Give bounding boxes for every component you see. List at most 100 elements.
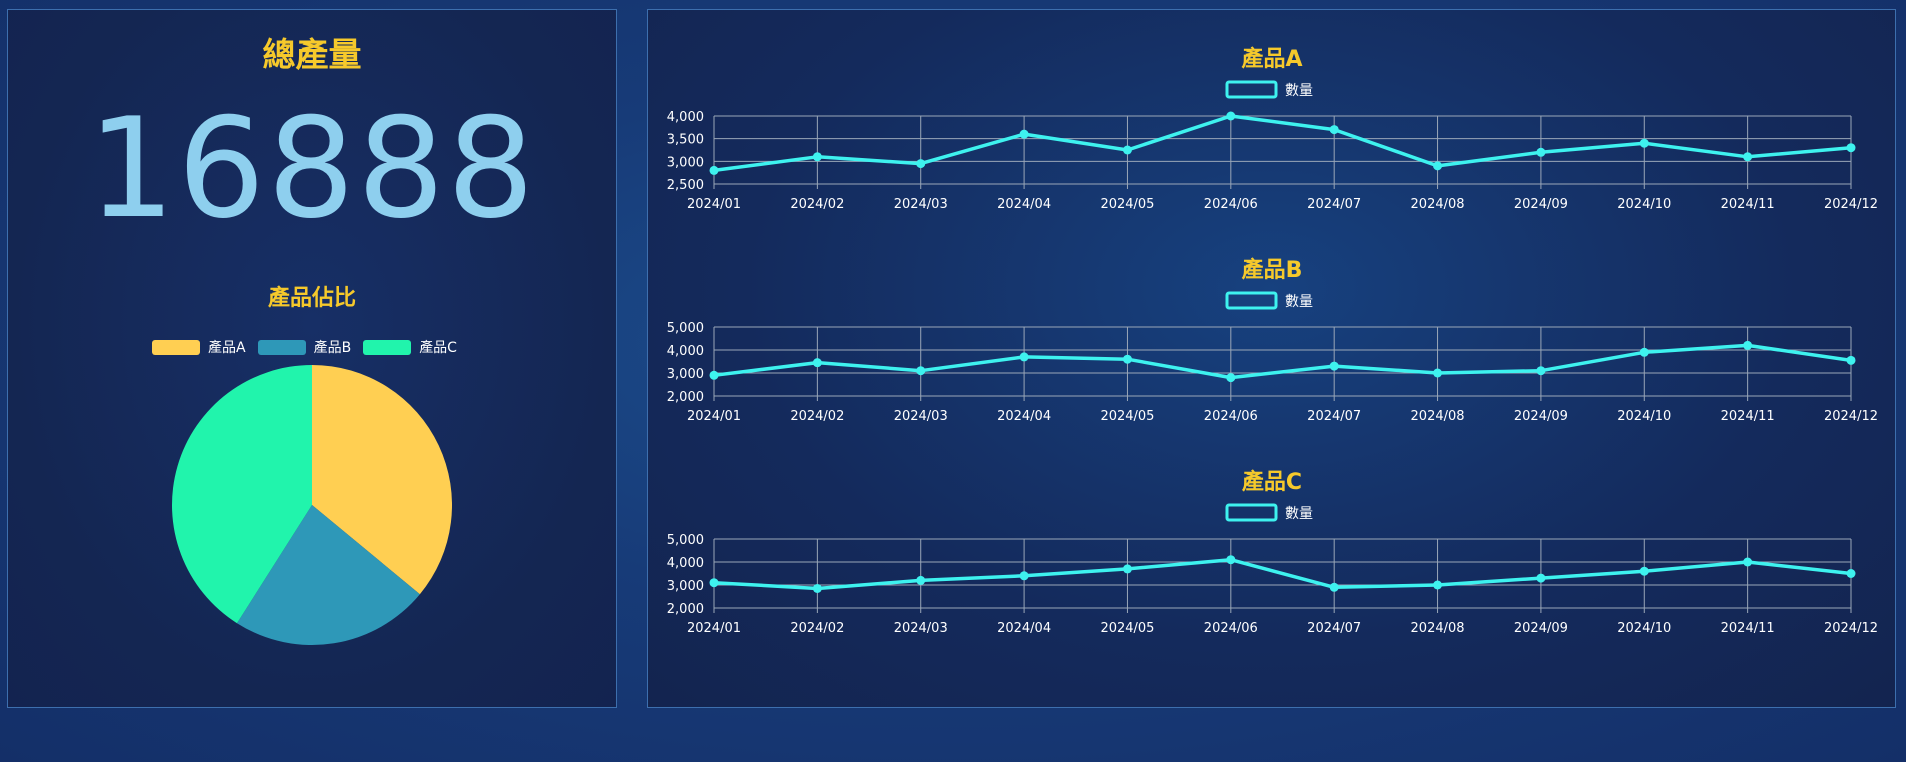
- x-tick-label: 2024/04: [997, 409, 1051, 424]
- legend-swatch: [1225, 291, 1278, 310]
- x-tick-label: 2024/09: [1514, 409, 1568, 424]
- x-tick-label: 2024/11: [1721, 409, 1775, 424]
- data-point: [1226, 555, 1236, 565]
- data-point: [1743, 340, 1753, 350]
- legend-label: 數量: [1285, 83, 1313, 99]
- total-production-value: 16888: [87, 88, 537, 249]
- legend-swatch: [1225, 503, 1278, 522]
- x-tick-label: 2024/12: [1824, 621, 1878, 636]
- y-tick-label: 3,000: [667, 155, 704, 170]
- legend-swatch: [1225, 80, 1278, 99]
- y-tick-label: 4,000: [667, 344, 704, 359]
- line-chart-title: 產品C: [1242, 469, 1302, 495]
- data-point: [1536, 573, 1546, 583]
- x-tick-label: 2024/03: [894, 409, 948, 424]
- line-chart-2: 產品B 數量 2,000 3,000 4,000 5,000 2024/01 2024/02 2…: [667, 257, 1878, 424]
- pie-chart-title: 產品佔比: [267, 286, 356, 311]
- data-point: [1536, 147, 1546, 157]
- data-point: [1639, 347, 1649, 357]
- line-chart-3: 產品C 數量 2,000 3,000 4,000 5,000 2024/01 2024/02 2…: [667, 469, 1878, 636]
- x-tick-label: 2024/02: [790, 621, 844, 636]
- y-tick-label: 5,000: [667, 321, 704, 336]
- data-point: [1743, 557, 1753, 567]
- line-chart-title: 產品A: [1241, 46, 1302, 72]
- data-point: [1226, 373, 1236, 383]
- y-tick-label: 5,000: [667, 533, 704, 548]
- data-point: [1433, 580, 1443, 590]
- legend-swatch-product-b: [257, 339, 306, 355]
- x-tick-label: 2024/03: [894, 621, 948, 636]
- total-production-panel: 總產量 16888 產品佔比 產品A 產品B 產品C: [7, 9, 617, 708]
- x-tick-label: 2024/08: [1411, 197, 1465, 212]
- legend-label-product-a: 產品A: [208, 340, 246, 356]
- legend-label-product-c: 產品C: [419, 340, 457, 356]
- legend-item-product-b[interactable]: 產品B: [257, 337, 352, 357]
- legend-item-product-a[interactable]: 產品A: [152, 337, 246, 357]
- x-tick-label: 2024/10: [1617, 409, 1671, 424]
- y-tick-label: 4,000: [667, 110, 704, 125]
- data-point: [916, 366, 926, 376]
- data-point: [812, 152, 822, 162]
- data-point: [812, 358, 822, 368]
- x-tick-label: 2024/01: [687, 197, 741, 212]
- data-point: [1433, 368, 1443, 378]
- x-tick-label: 2024/05: [1100, 621, 1154, 636]
- data-point: [1019, 352, 1029, 362]
- x-tick-label: 2024/11: [1721, 621, 1775, 636]
- pie-slice-產品B: [236, 505, 420, 645]
- x-tick-label: 2024/07: [1307, 409, 1361, 424]
- x-tick-label: 2024/02: [790, 197, 844, 212]
- x-tick-label: 2024/04: [997, 621, 1051, 636]
- x-tick-label: 2024/06: [1204, 621, 1258, 636]
- legend-item-product-c[interactable]: 產品C: [363, 337, 457, 357]
- data-point: [1226, 111, 1236, 121]
- x-tick-label: 2024/11: [1721, 197, 1775, 212]
- legend-swatch-product-c: [363, 339, 412, 355]
- pie-chart: [171, 365, 453, 645]
- x-tick-label: 2024/01: [687, 409, 741, 424]
- x-tick-label: 2024/05: [1100, 197, 1154, 212]
- data-point: [1743, 152, 1753, 162]
- y-tick-label: 2,500: [667, 178, 704, 193]
- x-tick-label: 2024/04: [997, 197, 1051, 212]
- data-point: [1019, 571, 1029, 581]
- legend-swatch-product-a: [152, 339, 200, 355]
- data-point: [1329, 125, 1339, 135]
- x-tick-label: 2024/10: [1617, 197, 1671, 212]
- data-point: [1122, 145, 1132, 155]
- data-point: [1846, 569, 1856, 578]
- x-tick-label: 2024/02: [790, 409, 844, 424]
- data-point: [709, 578, 719, 588]
- x-tick-label: 2024/03: [894, 197, 948, 212]
- legend-label: 數量: [1285, 506, 1313, 522]
- x-tick-label: 2024/12: [1824, 197, 1878, 212]
- y-tick-label: 2,000: [667, 602, 704, 617]
- legend-label: 數量: [1285, 294, 1313, 310]
- data-point: [1122, 354, 1132, 364]
- pie-slice-產品C: [171, 365, 312, 624]
- data-point: [916, 159, 926, 169]
- data-point: [1329, 582, 1339, 592]
- data-point: [709, 165, 719, 175]
- x-tick-label: 2024/08: [1411, 621, 1465, 636]
- x-tick-label: 2024/06: [1204, 197, 1258, 212]
- x-tick-label: 2024/10: [1617, 621, 1671, 636]
- x-tick-label: 2024/05: [1100, 409, 1154, 424]
- x-tick-label: 2024/07: [1307, 621, 1361, 636]
- data-point: [1433, 161, 1443, 171]
- line-chart-1: 產品A 數量 2,500 3,000 3,500 4,000 2024/01 2024/02 2…: [667, 46, 1878, 212]
- pie-legend: 產品A 產品B 產品C: [152, 337, 457, 357]
- total-production-title: 總產量: [262, 35, 362, 74]
- data-point: [1122, 564, 1132, 574]
- data-point: [1846, 143, 1856, 153]
- data-point: [1639, 138, 1649, 148]
- series-line: [713, 114, 1852, 173]
- data-point: [916, 575, 926, 585]
- legend-label-product-b: 產品B: [313, 340, 352, 356]
- x-tick-label: 2024/09: [1514, 621, 1568, 636]
- data-point: [709, 370, 719, 380]
- x-tick-label: 2024/07: [1307, 197, 1361, 212]
- data-point: [1329, 361, 1339, 371]
- line-charts: 產品A 數量 2,500 3,000 3,500 4,000 2024/01 2024/02 2…: [667, 46, 1878, 636]
- y-tick-label: 3,000: [667, 367, 704, 382]
